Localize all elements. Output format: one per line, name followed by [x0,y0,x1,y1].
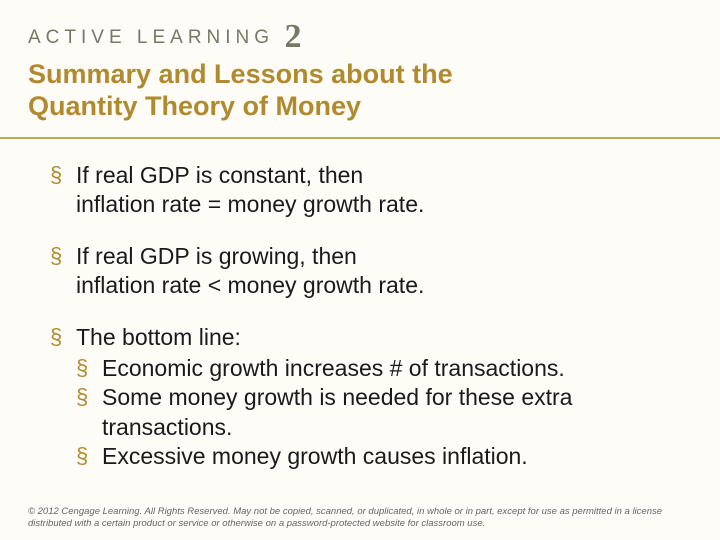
overline-text: ACTIVE LEARNING [28,27,274,48]
bullet-text: Some money growth is needed for these ex… [102,384,572,410]
bullet-item: If real GDP is growing, then inflation r… [50,242,680,301]
copyright-text: © 2012 Cengage Learning. All Rights Rese… [28,506,662,529]
bullet-list: If real GDP is constant, then inflation … [50,161,680,472]
overline-row: ACTIVE LEARNING 2 [28,18,692,56]
bullet-text: Excessive money growth causes inflation. [102,443,528,469]
bullet-text: If real GDP is constant, then [76,162,363,188]
slide-content: If real GDP is constant, then inflation … [0,139,720,504]
title-line-1: Summary and Lessons about the [28,59,453,89]
sub-bullet-item: Economic growth increases # of transacti… [76,354,680,383]
lesson-number: 2 [285,18,302,55]
sub-bullet-item: Excessive money growth causes inflation. [76,442,680,471]
bullet-text: transactions. [102,414,232,440]
bullet-text: Economic growth increases # of transacti… [102,355,565,381]
bullet-text: If real GDP is growing, then [76,243,357,269]
copyright-footer: © 2012 Cengage Learning. All Rights Rese… [28,506,692,530]
slide-header: ACTIVE LEARNING 2 Summary and Lessons ab… [0,0,720,139]
bullet-item: If real GDP is constant, then inflation … [50,161,680,220]
bullet-text: inflation rate < money growth rate. [76,272,424,298]
bullet-text: The bottom line: [76,324,241,350]
title-line-2: Quantity Theory of Money [28,91,361,121]
bullet-item: The bottom line: Economic growth increas… [50,323,680,472]
bullet-text: inflation rate = money growth rate. [76,191,424,217]
sub-bullet-list: Economic growth increases # of transacti… [76,354,680,472]
sub-bullet-item: Some money growth is needed for these ex… [76,383,680,442]
slide-title: Summary and Lessons about the Quantity T… [28,58,692,123]
